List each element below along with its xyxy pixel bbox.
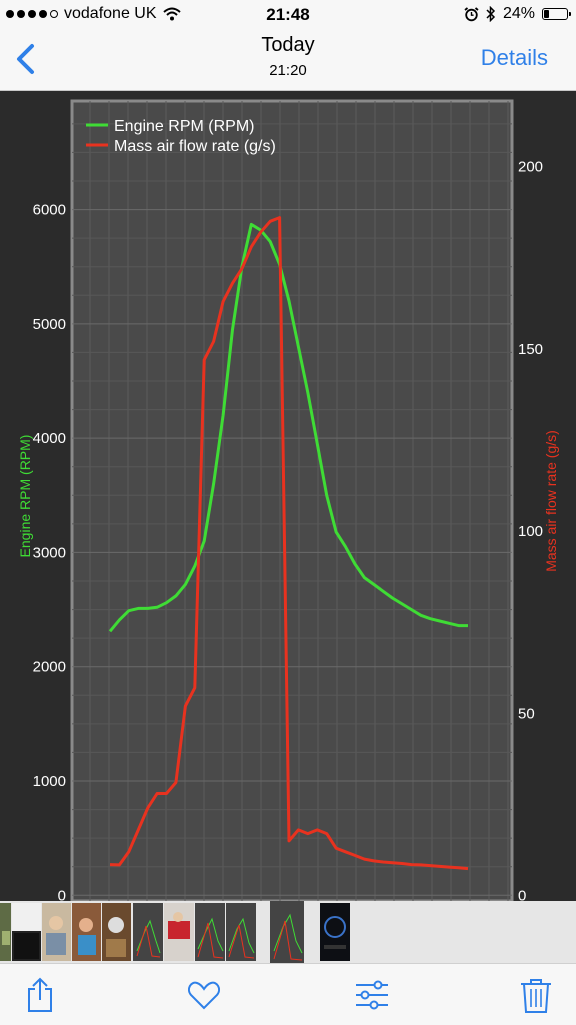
share-icon — [28, 977, 52, 1012]
wifi-icon — [162, 7, 181, 21]
thumbnail-5[interactable] — [102, 903, 131, 961]
carrier-name: vodafone UK — [64, 5, 157, 22]
legend-label-maf: Mass air flow rate (g/s) — [114, 138, 276, 155]
toolbar — [0, 963, 576, 1025]
right-tick-label: 50 — [518, 705, 535, 722]
series-line-maf — [109, 216, 469, 871]
left-tick-label: 0 — [58, 887, 66, 901]
left-tick-label: 1000 — [33, 773, 66, 790]
thumbnail-11[interactable] — [320, 903, 350, 961]
right-axis-label: Mass air flow rate (g/s) — [543, 430, 559, 572]
thumbnail-8[interactable] — [195, 903, 225, 961]
right-tick-label: 0 — [518, 888, 526, 901]
status-left: vodafone UK — [6, 5, 181, 23]
thumbnail-2[interactable] — [12, 903, 41, 961]
favorite-button[interactable] — [186, 976, 222, 1014]
heart-icon — [187, 981, 221, 1010]
alarm-icon — [464, 6, 479, 21]
edit-button[interactable] — [354, 976, 390, 1014]
status-right: 24% — [464, 5, 571, 23]
battery-percent: 24% — [502, 5, 535, 22]
left-axis-ticks: 0 1000 2000 3000 4000 5000 6000 — [33, 202, 66, 901]
nav-title: Today — [261, 34, 315, 56]
thumbnail-9[interactable] — [226, 903, 256, 961]
left-axis-label: Engine RPM (RPM) — [17, 435, 33, 558]
status-time: 21:48 — [266, 5, 310, 24]
bluetooth-icon — [486, 6, 496, 22]
back-button[interactable] — [10, 40, 46, 80]
left-tick-label: 2000 — [33, 659, 66, 676]
signal-icon — [6, 10, 58, 18]
thumbnail-6[interactable] — [133, 903, 163, 961]
legend: Engine RPM (RPM) Mass air flow rate (g/s… — [86, 118, 276, 155]
trash-icon — [521, 979, 551, 1013]
chart: 0 1000 2000 3000 4000 5000 6000 0 50 100 150 200 E… — [17, 99, 559, 901]
thumbnail-4[interactable] — [72, 903, 101, 961]
thumbnail-1[interactable] — [0, 903, 11, 961]
share-button[interactable] — [22, 976, 58, 1014]
nav-bar: Today 21:20 Details — [0, 30, 576, 91]
left-tick-label: 5000 — [33, 316, 66, 333]
delete-button[interactable] — [518, 976, 554, 1014]
plot-area — [70, 99, 514, 901]
right-axis-ticks: 0 50 100 150 200 — [518, 159, 543, 901]
thumbnail-10-selected[interactable] — [270, 901, 304, 963]
status-bar: vodafone UK 21:48 24% — [0, 0, 576, 30]
right-tick-label: 150 — [518, 341, 543, 358]
series-line-rpm — [108, 222, 468, 633]
adjust-icon — [356, 980, 388, 1010]
left-tick-label: 3000 — [33, 544, 66, 561]
thumbnail-row — [0, 901, 350, 963]
battery-icon — [542, 8, 571, 20]
series-lines — [108, 216, 469, 871]
nav-subtitle: 21:20 — [269, 62, 307, 79]
right-tick-label: 200 — [518, 159, 543, 176]
left-tick-label: 4000 — [33, 430, 66, 447]
chevron-left-icon — [17, 44, 34, 74]
details-button[interactable]: Details — [480, 45, 548, 70]
photo-view[interactable]: 0 1000 2000 3000 4000 5000 6000 0 50 100 150 200 E… — [0, 91, 576, 901]
grid — [72, 101, 512, 901]
thumbnail-7[interactable] — [164, 903, 194, 961]
legend-label-rpm: Engine RPM (RPM) — [114, 118, 254, 135]
right-tick-label: 100 — [518, 523, 543, 540]
thumbnail-3[interactable] — [42, 903, 71, 961]
left-tick-label: 6000 — [33, 202, 66, 219]
thumbnail-strip[interactable] — [0, 901, 576, 963]
